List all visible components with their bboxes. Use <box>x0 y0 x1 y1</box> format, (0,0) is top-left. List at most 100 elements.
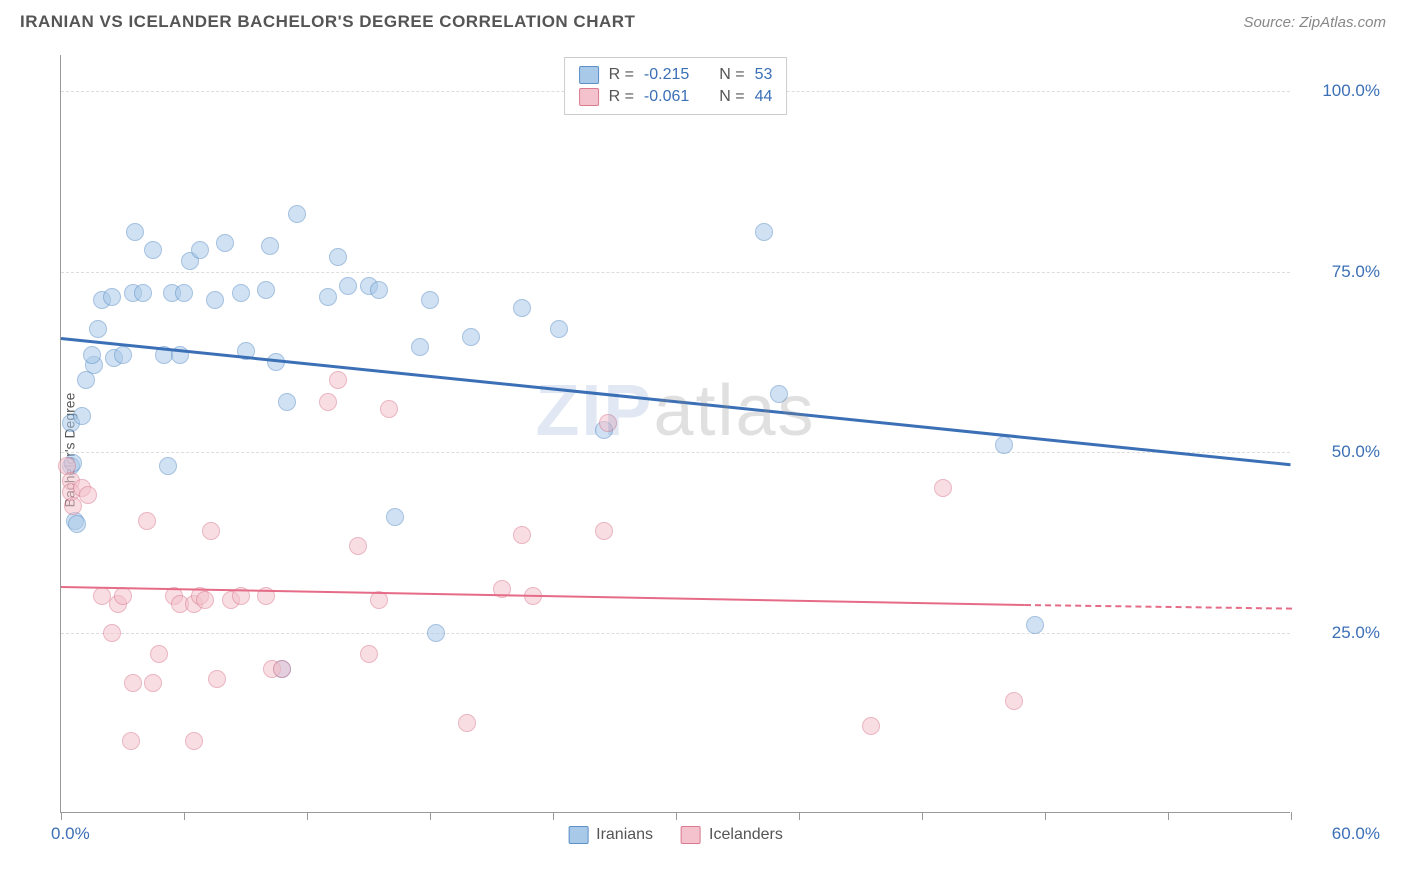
x-tick <box>184 812 185 820</box>
data-point <box>288 205 306 223</box>
x-axis-min-label: 0.0% <box>51 824 90 844</box>
data-point <box>458 714 476 732</box>
data-point <box>278 393 296 411</box>
data-point <box>1026 616 1044 634</box>
legend-series-label: Iranians <box>596 826 653 844</box>
trend-line <box>1024 604 1291 610</box>
data-point <box>360 645 378 663</box>
data-point <box>421 291 439 309</box>
x-axis-max-label: 60.0% <box>1332 824 1380 844</box>
legend-series-label: Icelanders <box>709 826 783 844</box>
data-point <box>513 526 531 544</box>
x-tick <box>1045 812 1046 820</box>
data-point <box>185 732 203 750</box>
data-point <box>599 414 617 432</box>
legend-stat-row: R = -0.061 N = 44 <box>579 86 773 108</box>
x-tick <box>676 812 677 820</box>
data-point <box>159 457 177 475</box>
data-point <box>150 645 168 663</box>
data-point <box>349 537 367 555</box>
data-point <box>261 237 279 255</box>
source-label: Source: ZipAtlas.com <box>1243 14 1386 31</box>
legend-swatch <box>681 826 701 844</box>
data-point <box>83 346 101 364</box>
data-point <box>1005 692 1023 710</box>
r-label: R = <box>609 88 634 106</box>
y-tick-label: 100.0% <box>1300 81 1380 101</box>
r-value: -0.215 <box>644 66 689 84</box>
data-point <box>122 732 140 750</box>
data-point <box>329 248 347 266</box>
x-tick <box>799 812 800 820</box>
x-tick <box>553 812 554 820</box>
data-point <box>134 284 152 302</box>
gridline <box>61 272 1290 273</box>
data-point <box>995 436 1013 454</box>
trend-line <box>61 337 1291 466</box>
legend-series-item: Icelanders <box>681 826 783 844</box>
data-point <box>114 587 132 605</box>
data-point <box>175 284 193 302</box>
n-value: 44 <box>755 88 773 106</box>
data-point <box>339 277 357 295</box>
data-point <box>319 393 337 411</box>
data-point <box>273 660 291 678</box>
data-point <box>462 328 480 346</box>
n-label: N = <box>719 88 744 106</box>
x-tick <box>430 812 431 820</box>
data-point <box>755 223 773 241</box>
legend-swatch <box>579 66 599 84</box>
r-value: -0.061 <box>644 88 689 106</box>
data-point <box>595 522 613 540</box>
data-point <box>206 291 224 309</box>
data-point <box>232 284 250 302</box>
data-point <box>427 624 445 642</box>
data-point <box>370 281 388 299</box>
data-point <box>329 371 347 389</box>
data-point <box>934 479 952 497</box>
data-point <box>202 522 220 540</box>
y-tick-label: 75.0% <box>1300 262 1380 282</box>
data-point <box>103 288 121 306</box>
legend-stat-row: R =-0.215N =53 <box>579 64 773 86</box>
data-point <box>103 624 121 642</box>
data-point <box>144 241 162 259</box>
data-point <box>126 223 144 241</box>
x-tick <box>1291 812 1292 820</box>
data-point <box>196 591 214 609</box>
data-point <box>380 400 398 418</box>
y-tick-label: 25.0% <box>1300 623 1380 643</box>
chart-title: IRANIAN VS ICELANDER BACHELOR'S DEGREE C… <box>20 12 635 32</box>
data-point <box>862 717 880 735</box>
data-point <box>386 508 404 526</box>
data-point <box>770 385 788 403</box>
legend-series-item: Iranians <box>568 826 653 844</box>
data-point <box>191 241 209 259</box>
y-tick-label: 50.0% <box>1300 442 1380 462</box>
data-point <box>550 320 568 338</box>
data-point <box>411 338 429 356</box>
data-point <box>138 512 156 530</box>
data-point <box>114 346 132 364</box>
data-point <box>68 515 86 533</box>
x-tick <box>307 812 308 820</box>
n-value: 53 <box>755 66 773 84</box>
data-point <box>79 486 97 504</box>
data-point <box>144 674 162 692</box>
plot-area: ZIPatlas R =-0.215N =53R =-0.061N =44 0.… <box>60 55 1290 813</box>
data-point <box>216 234 234 252</box>
r-label: R = <box>609 66 634 84</box>
data-point <box>513 299 531 317</box>
data-point <box>319 288 337 306</box>
data-point <box>93 587 111 605</box>
data-point <box>73 407 91 425</box>
x-tick <box>1168 812 1169 820</box>
legend-swatch <box>568 826 588 844</box>
legend-stats: R = -0.215 N = 53 R = -0.061 N = 44 <box>564 57 788 115</box>
data-point <box>208 670 226 688</box>
legend-swatch <box>579 88 599 106</box>
data-point <box>124 674 142 692</box>
chart-container: Bachelor's Degree ZIPatlas R =-0.215N =5… <box>50 55 1390 845</box>
gridline <box>61 633 1290 634</box>
data-point <box>89 320 107 338</box>
